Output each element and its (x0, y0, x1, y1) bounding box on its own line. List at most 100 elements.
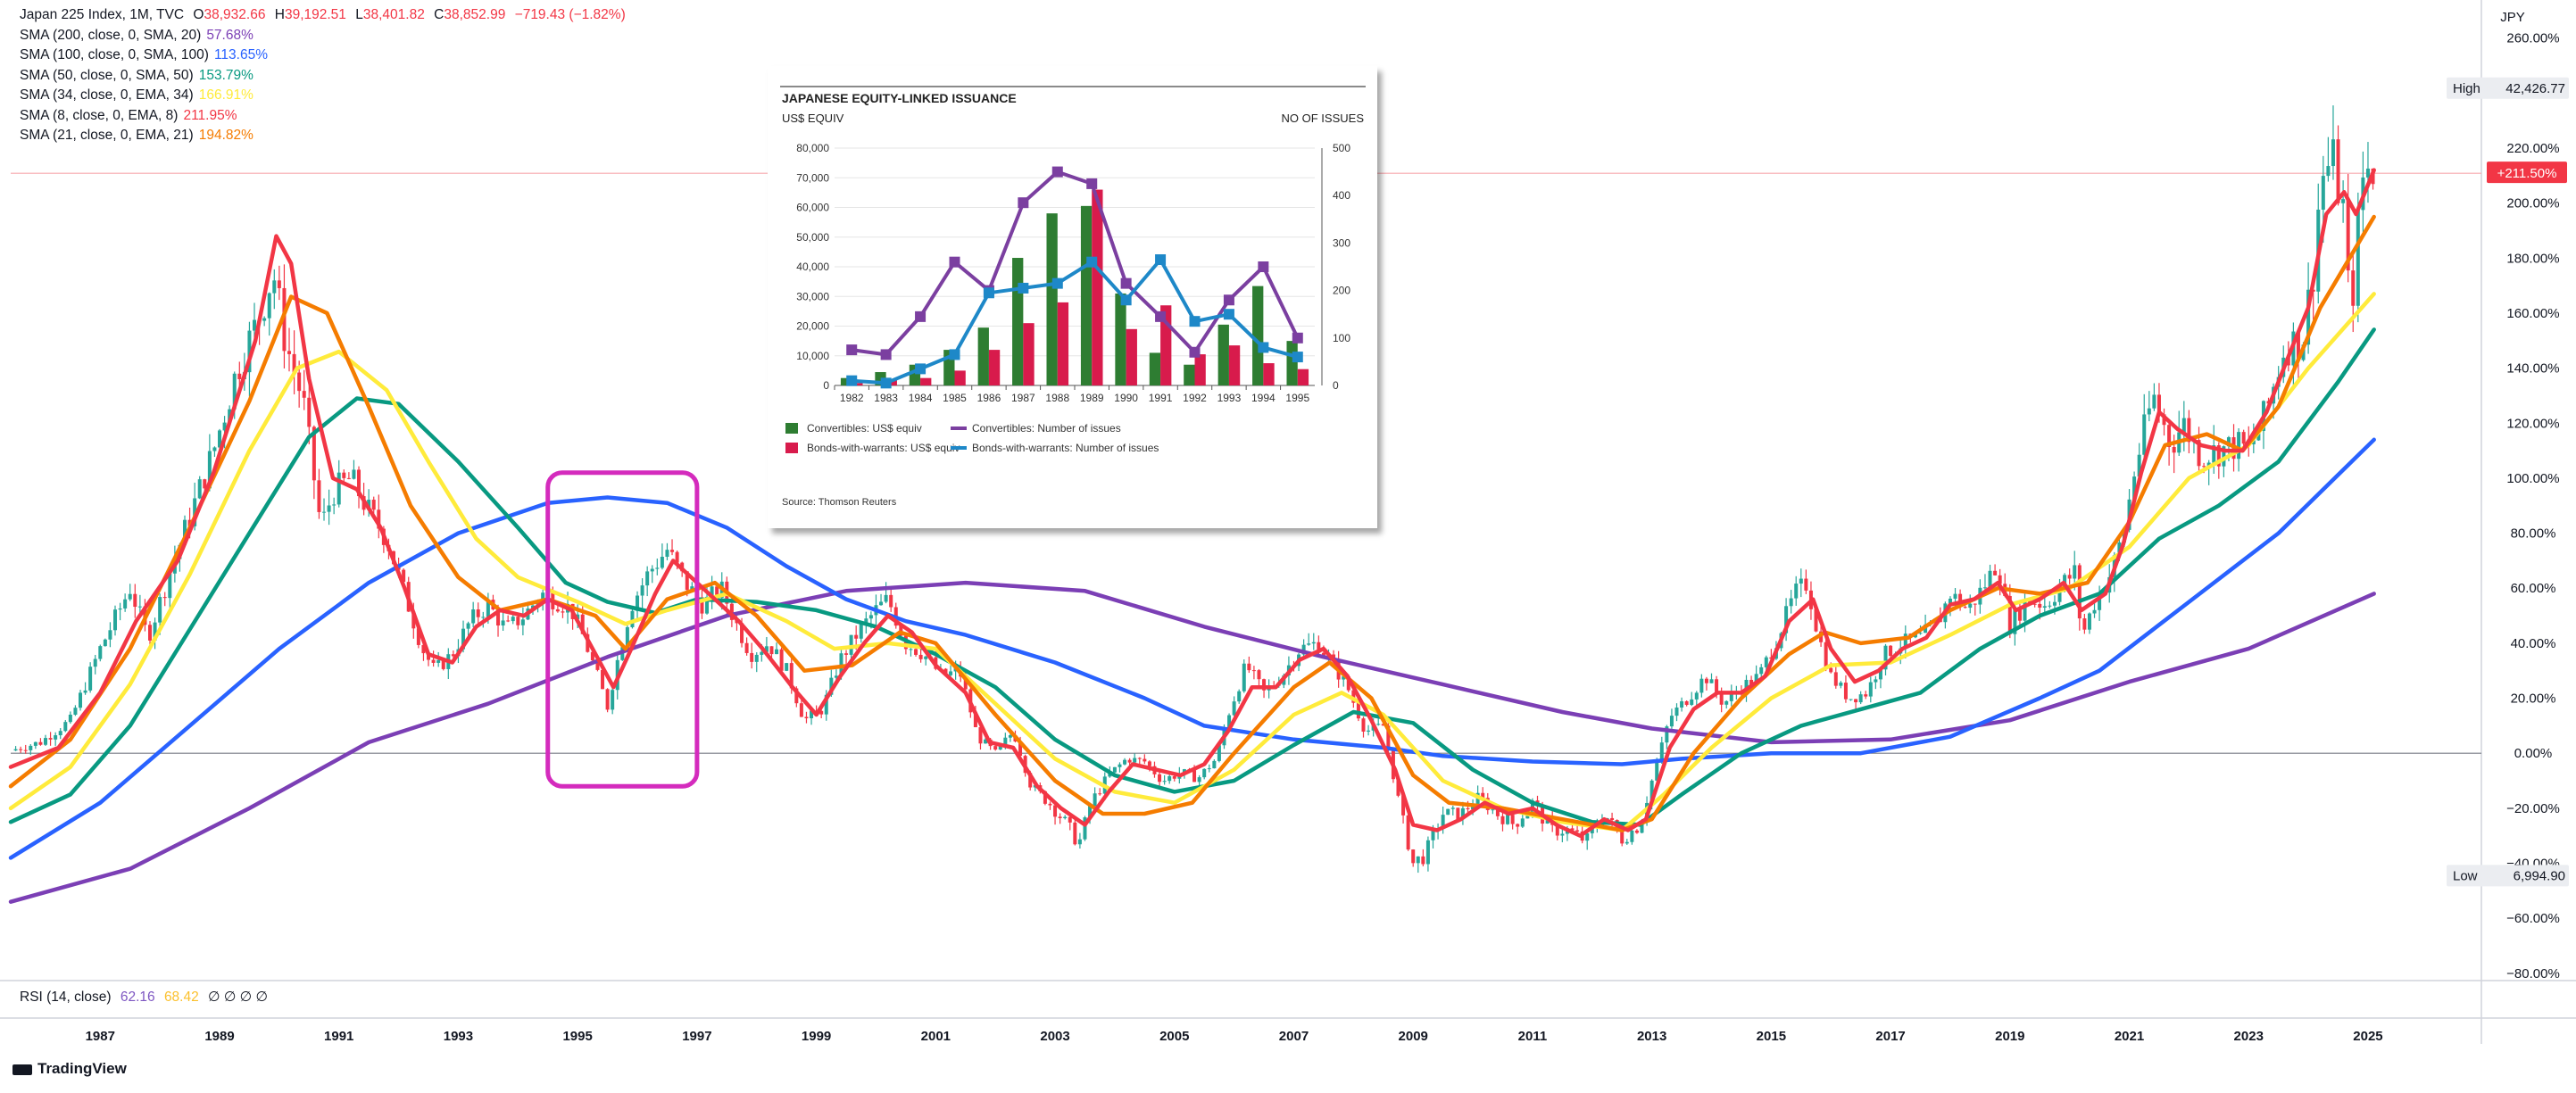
ma-line[interactable] (8, 168, 2376, 838)
candle-body (327, 505, 331, 512)
candle-body (1088, 806, 1093, 818)
candle-body (1098, 793, 1102, 795)
candle-body (2226, 437, 2231, 447)
inset-x-tick-label: 1982 (840, 392, 864, 404)
candle-body (1063, 816, 1068, 818)
ohlc-close: 38,852.99 (444, 7, 506, 22)
inset-x-tick-label: 1992 (1183, 392, 1207, 404)
candle-body (93, 658, 97, 667)
indicator-row[interactable]: SMA (50, close, 0, SMA, 50) 153.79% (20, 66, 626, 87)
candle-body (1401, 795, 1406, 816)
candle-body (1367, 730, 1371, 732)
candle-body (844, 653, 849, 655)
inset-x-tick-label: 1994 (1251, 392, 1276, 404)
candle-body (1471, 806, 1475, 810)
candle-body (595, 660, 600, 670)
tradingview-logo-icon (12, 1064, 32, 1075)
symbol-ohlc-row[interactable]: Japan 225 Index, 1M, TVC O38,932.66 H39,… (20, 5, 626, 26)
candle-body (1749, 679, 1754, 685)
x-axis-tick-label: 2009 (1399, 1029, 1428, 1044)
candle-body (1684, 700, 1689, 705)
candle-body (38, 741, 43, 745)
candle-body (337, 472, 341, 505)
inset-bar (1126, 328, 1137, 385)
x-axis-tick-label: 1991 (324, 1029, 353, 1044)
inset-x-tick-label: 1995 (1285, 392, 1309, 404)
indicator-row[interactable]: SMA (200, close, 0, SMA, 20) 57.68% (20, 26, 626, 46)
candle-body (1460, 807, 1465, 820)
inset-bar (1115, 293, 1126, 385)
candle-body (1257, 670, 1261, 680)
inset-bar (1046, 213, 1058, 385)
candle-body (1376, 724, 1381, 725)
inset-marker (1018, 197, 1029, 209)
ma-line[interactable] (8, 437, 2376, 860)
inset-bar (920, 377, 932, 385)
indicator-row[interactable]: SMA (34, close, 0, EMA, 34) 166.91% (20, 86, 626, 106)
candle-body (431, 659, 436, 663)
rsi-legend[interactable]: RSI (14, close) 62.16 68.42 ∅ ∅ ∅ ∅ (20, 989, 268, 1006)
candle-body (1425, 840, 1430, 865)
candle-body (1251, 670, 1256, 672)
candle-body (1048, 803, 1052, 806)
candle-body (1625, 841, 1629, 844)
candle-body (2256, 431, 2261, 441)
candle-body (2346, 199, 2350, 271)
inset-bar (1194, 354, 1206, 385)
y-axis-tick-label: 120.00% (2506, 416, 2559, 431)
highlight-box[interactable] (545, 470, 700, 789)
ohlc-open-label: O (193, 7, 204, 22)
candle-body (2187, 418, 2191, 443)
inset-y2-tick-label: 400 (1333, 189, 1350, 202)
candle-body (272, 280, 277, 294)
candle-body (819, 710, 824, 715)
inset-y-tick-label: 50,000 (796, 231, 829, 244)
candle-body (48, 738, 53, 740)
indicator-row[interactable]: SMA (8, close, 0, EMA, 8) 211.95% (20, 106, 626, 127)
ma-line[interactable] (8, 214, 2376, 832)
candle-body (1719, 693, 1724, 705)
candle-body (1824, 642, 1828, 668)
candle-body (486, 600, 490, 617)
x-axis-tick-label: 2011 (1518, 1029, 1548, 1044)
ma-line[interactable] (8, 292, 2376, 832)
candle-body (963, 676, 968, 690)
x-axis-tick-label: 2023 (2234, 1029, 2264, 1044)
candle-body (829, 677, 834, 695)
candle-body (1123, 759, 1127, 765)
candle-body (1545, 818, 1550, 824)
candle-body (83, 690, 87, 693)
inset-marker (846, 344, 858, 356)
candle-body (740, 623, 744, 643)
candle-body (207, 451, 212, 489)
candle-body (2082, 618, 2087, 630)
inset-x-tick-label: 1986 (977, 392, 1001, 404)
candle-body (785, 663, 789, 671)
candle-body (1158, 774, 1162, 782)
candle-body (1530, 800, 1534, 812)
candle-body (636, 595, 640, 611)
candle-body (1077, 839, 1082, 845)
indicator-row[interactable]: SMA (21, close, 0, EMA, 21) 194.82% (20, 126, 626, 146)
indicator-row[interactable]: SMA (100, close, 0, SMA, 100) 113.65% (20, 46, 626, 66)
candle-body (44, 738, 48, 745)
candle-body (1878, 669, 1882, 680)
candle-body (590, 651, 594, 661)
ma-line[interactable] (8, 580, 2376, 904)
candle-body (1903, 633, 1907, 649)
candle-body (1317, 642, 1321, 653)
candle-body (332, 504, 337, 506)
candle-body (889, 594, 893, 608)
ma-line[interactable] (8, 327, 2376, 827)
candle-body (137, 606, 142, 608)
candle-body (1227, 715, 1232, 729)
candle-body (2048, 605, 2052, 607)
candle-body (2167, 425, 2172, 448)
tradingview-logo[interactable]: TradingView (12, 1060, 127, 1078)
candle-body (879, 601, 884, 606)
candle-body (1466, 807, 1470, 810)
y-axis-tick-label: 20.00% (2511, 691, 2556, 707)
indicator-label: SMA (34, close, 0, EMA, 34) (20, 87, 194, 103)
inset-bar (1080, 205, 1093, 385)
